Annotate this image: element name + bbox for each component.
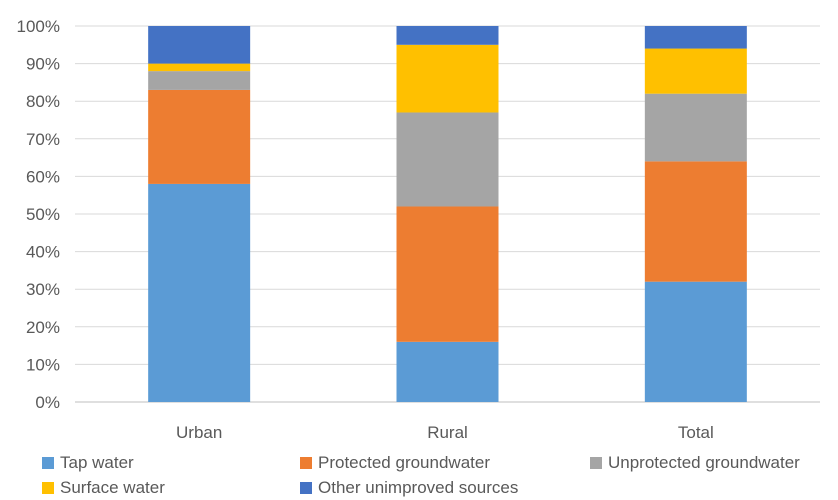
x-tick-label: Total [678, 423, 714, 442]
legend-label: Tap water [60, 453, 134, 472]
legend: Tap water Protected groundwater Unprotec… [0, 450, 838, 500]
legend-swatch [300, 482, 312, 494]
bar-segment-other-unimproved-sources-urban [148, 26, 251, 64]
bar-segment-surface-water-rural [396, 44, 499, 113]
bar-segment-unprotected-groundwater-total [644, 93, 747, 162]
y-tick-label: 0% [35, 393, 60, 412]
bar-segment-unprotected-groundwater-urban [148, 71, 251, 90]
bar-segment-protected-groundwater-urban [148, 89, 251, 184]
y-tick-label: 80% [26, 92, 60, 111]
stacked-bar-chart: 0% 10% 20% 30% 40% 50% 60% 70% 80% 90% 100% Urban R… [17, 17, 820, 442]
bars [148, 26, 747, 402]
x-axis-ticks: Urban Rural Total [176, 423, 714, 442]
legend-swatch [42, 482, 54, 494]
legend-label: Protected groundwater [318, 453, 490, 472]
legend-item-tap-water: Tap water [42, 453, 134, 473]
legend-swatch [300, 457, 312, 469]
bar-segment-tap-water-rural [396, 341, 499, 402]
legend-item-other-unimproved-sources: Other unimproved sources [300, 478, 518, 498]
y-tick-label: 30% [26, 280, 60, 299]
y-tick-label: 70% [26, 130, 60, 149]
y-tick-label: 10% [26, 355, 60, 374]
bar-segment-other-unimproved-sources-total [644, 26, 747, 49]
bar-segment-other-unimproved-sources-rural [396, 26, 499, 45]
x-tick-label: Rural [427, 423, 468, 442]
y-tick-label: 40% [26, 243, 60, 262]
y-axis-ticks: 0% 10% 20% 30% 40% 50% 60% 70% 80% 90% 100% [17, 17, 60, 412]
bar-segment-tap-water-total [644, 281, 747, 402]
legend-label: Other unimproved sources [318, 478, 519, 497]
legend-item-protected-groundwater: Protected groundwater [300, 453, 490, 473]
legend-swatch [590, 457, 602, 469]
bar-segment-surface-water-urban [148, 63, 251, 72]
bar-segment-protected-groundwater-rural [396, 206, 499, 342]
bar-segment-tap-water-urban [148, 183, 251, 402]
y-tick-label: 60% [26, 167, 60, 186]
y-tick-label: 20% [26, 318, 60, 337]
y-tick-label: 50% [26, 205, 60, 224]
legend-label: Surface water [60, 478, 165, 497]
bar-segment-unprotected-groundwater-rural [396, 112, 499, 207]
legend-item-unprotected-groundwater: Unprotected groundwater [590, 453, 800, 473]
x-tick-label: Urban [176, 423, 222, 442]
y-tick-label: 100% [17, 17, 60, 36]
legend-label: Unprotected groundwater [608, 453, 800, 472]
y-tick-label: 90% [26, 55, 60, 74]
legend-item-surface-water: Surface water [42, 478, 165, 498]
legend-swatch [42, 457, 54, 469]
bar-segment-protected-groundwater-total [644, 161, 747, 282]
bar-segment-surface-water-total [644, 48, 747, 94]
